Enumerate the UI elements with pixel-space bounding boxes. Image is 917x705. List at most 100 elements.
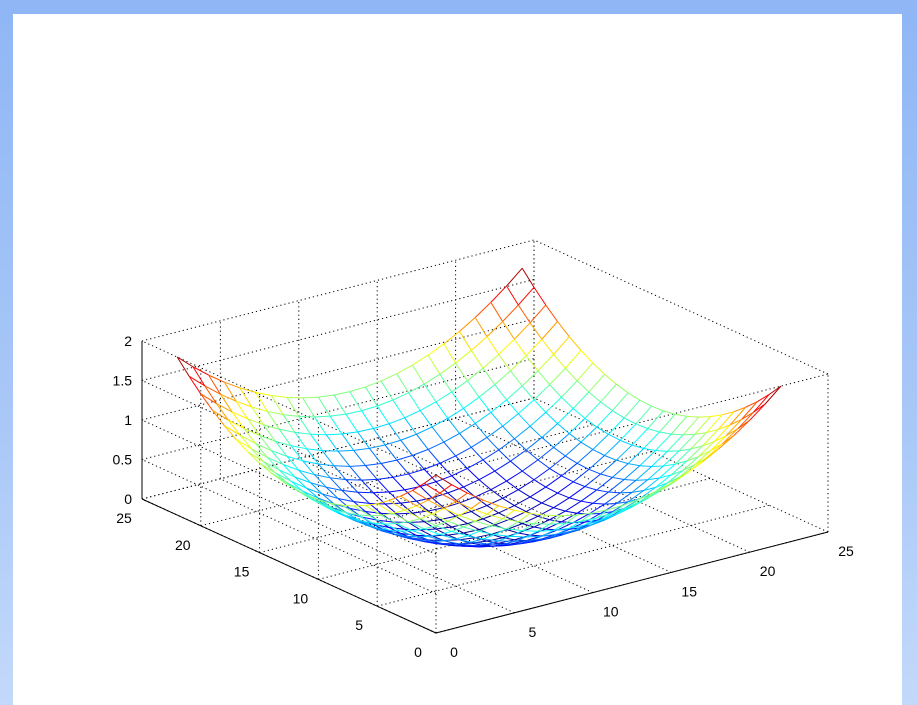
mesh-line xyxy=(533,384,551,401)
mesh-line xyxy=(459,537,476,541)
mesh-line xyxy=(486,336,500,355)
mesh-line xyxy=(467,468,480,481)
mesh-line xyxy=(529,425,543,438)
mesh-line xyxy=(435,525,452,532)
mesh-line xyxy=(572,408,586,419)
floor-gridline xyxy=(455,417,750,553)
mesh-line xyxy=(608,417,625,435)
mesh-line xyxy=(521,385,535,401)
mesh-line xyxy=(428,507,444,512)
mesh-line xyxy=(459,508,472,516)
mesh-line xyxy=(521,370,539,387)
mesh-line xyxy=(333,465,347,480)
mesh-line xyxy=(404,505,417,511)
mesh-line xyxy=(655,474,672,488)
mesh-line xyxy=(431,426,445,443)
mesh-line xyxy=(525,355,539,372)
mesh-line xyxy=(431,417,449,428)
mesh-line xyxy=(404,535,421,542)
mesh-line xyxy=(639,486,656,500)
mesh-line xyxy=(420,529,433,537)
x-tick-label: 15 xyxy=(681,583,697,599)
mesh-line xyxy=(467,530,480,537)
mesh-line xyxy=(479,530,495,536)
mesh-line xyxy=(365,380,382,388)
mesh-line xyxy=(600,383,617,403)
mesh-line xyxy=(533,468,550,481)
mesh-line xyxy=(369,515,386,525)
mesh-line xyxy=(463,396,480,409)
mesh-line xyxy=(729,406,747,426)
mesh-line xyxy=(396,523,413,532)
mesh-line xyxy=(455,350,472,364)
mesh-line xyxy=(682,456,699,471)
x-tick-label: 5 xyxy=(529,624,537,640)
mesh-line xyxy=(627,448,645,464)
mesh-line xyxy=(553,507,566,512)
mesh-line xyxy=(518,513,531,523)
mesh-line xyxy=(663,410,676,415)
mesh-line xyxy=(498,449,511,462)
mesh-line xyxy=(322,493,339,499)
mesh-line xyxy=(561,512,578,523)
mesh-line xyxy=(486,537,503,542)
mesh-line xyxy=(541,321,558,340)
mesh-line xyxy=(549,522,566,525)
mesh-line xyxy=(326,433,342,436)
mesh-line xyxy=(451,475,464,488)
mesh-line xyxy=(439,534,456,540)
mesh-line xyxy=(635,479,648,481)
mesh-line xyxy=(647,410,664,429)
mesh-line xyxy=(439,373,453,393)
mesh-line xyxy=(314,474,327,488)
mesh-line xyxy=(490,285,507,303)
mesh-line xyxy=(592,433,609,450)
mesh-line xyxy=(682,416,700,436)
mesh-line xyxy=(612,410,625,419)
mesh-line xyxy=(459,541,472,545)
mesh-line xyxy=(188,375,205,387)
mesh-line xyxy=(631,479,648,493)
floor-gridline xyxy=(377,504,770,607)
mesh-line xyxy=(482,499,499,507)
mesh-line xyxy=(275,472,292,482)
mesh-line xyxy=(443,330,460,345)
mesh-line xyxy=(361,478,378,481)
mesh-line xyxy=(298,469,311,484)
mesh-line xyxy=(474,423,488,438)
mesh-line xyxy=(290,445,304,462)
mesh-line xyxy=(502,537,515,541)
mesh-line xyxy=(671,433,683,436)
mesh-line xyxy=(263,424,276,442)
mesh-line xyxy=(529,535,543,542)
mesh-line xyxy=(404,417,417,435)
mesh-line xyxy=(471,505,488,513)
mesh-line xyxy=(627,392,641,401)
mesh-line xyxy=(533,526,546,530)
mesh-line xyxy=(282,414,296,433)
mesh-line xyxy=(620,491,633,494)
mesh-line xyxy=(412,530,429,537)
mesh-line xyxy=(400,500,417,504)
mesh-line xyxy=(424,528,441,536)
mesh-line xyxy=(475,533,491,539)
mesh-line xyxy=(471,541,488,545)
mesh-line xyxy=(522,523,535,528)
back-wall-gridline xyxy=(141,397,535,500)
mesh-line xyxy=(569,520,582,529)
mesh-line xyxy=(557,527,570,535)
mesh-line xyxy=(702,429,719,447)
mesh-line xyxy=(439,484,452,494)
mesh-line xyxy=(302,490,319,499)
mesh-line xyxy=(525,338,543,357)
mesh-line xyxy=(435,401,449,419)
mesh-line xyxy=(255,443,268,458)
mesh-line xyxy=(443,540,460,545)
mesh-line xyxy=(513,338,527,356)
mesh-line xyxy=(451,391,464,409)
mesh-line xyxy=(510,511,527,520)
x-tick-label: 0 xyxy=(450,644,458,660)
mesh-line xyxy=(279,428,295,433)
mesh-line xyxy=(459,515,476,522)
mesh-line xyxy=(502,509,515,520)
